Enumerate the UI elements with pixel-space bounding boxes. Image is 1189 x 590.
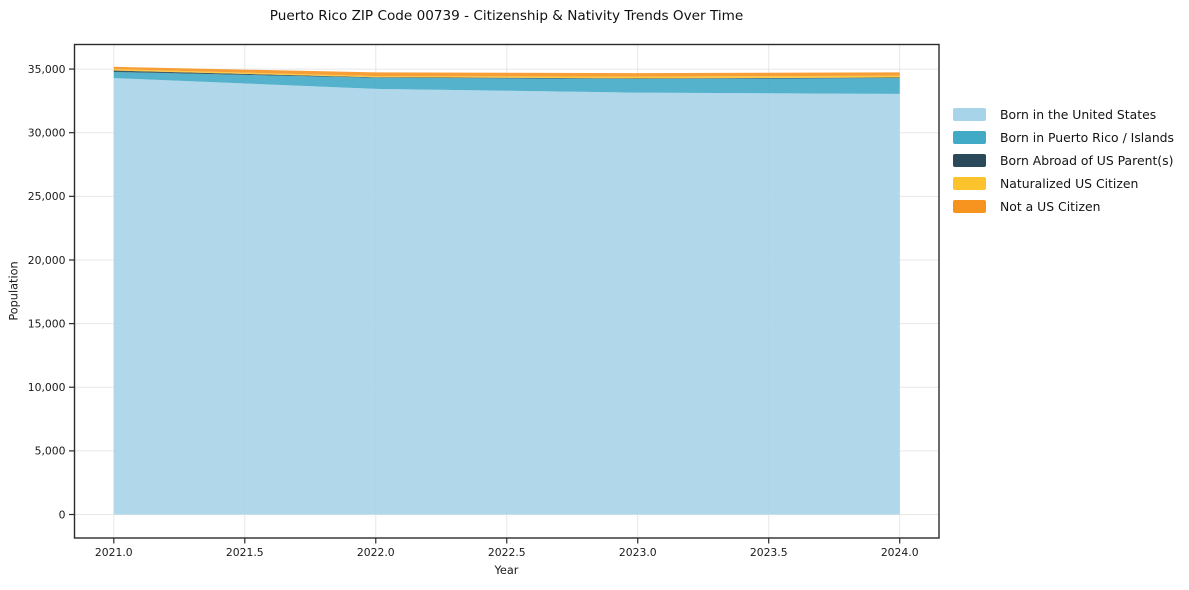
legend-item: Naturalized US Citizen — [953, 172, 1174, 195]
legend-swatch — [953, 154, 986, 167]
y-tick-label: 5,000 — [35, 445, 66, 458]
y-tick-label: 15,000 — [28, 317, 66, 330]
legend-label: Born in the United States — [1000, 107, 1157, 122]
area-band-3 — [113, 69, 900, 79]
x-tick-label: 2022.5 — [488, 546, 526, 559]
chart-title: Puerto Rico ZIP Code 00739 - Citizenship… — [269, 8, 744, 24]
legend-label: Not a US Citizen — [1000, 199, 1101, 214]
legend-item: Not a US Citizen — [953, 195, 1174, 218]
legend-swatch — [953, 200, 986, 213]
y-tick-label: 25,000 — [28, 190, 66, 203]
y-tick-label: 30,000 — [28, 126, 66, 139]
y-tick-label: 0 — [59, 508, 66, 521]
area-band-2 — [113, 70, 900, 79]
area-band-0 — [113, 78, 900, 515]
area-band-4 — [113, 66, 900, 77]
y-tick-label: 20,000 — [28, 254, 66, 267]
legend-swatch — [953, 131, 986, 144]
x-tick-label: 2021.5 — [226, 546, 264, 559]
legend: Born in the United States Born in Puerto… — [953, 103, 1174, 218]
y-tick-label: 35,000 — [28, 63, 66, 76]
legend-label: Born in Puerto Rico / Islands — [1000, 130, 1175, 145]
legend-swatch — [953, 108, 986, 121]
x-axis-label: Year — [494, 564, 519, 577]
x-tick-label: 2023.5 — [750, 546, 788, 559]
x-tick-label: 2022.0 — [357, 546, 395, 559]
legend-item: Born in the United States — [953, 103, 1174, 126]
y-tick-label: 10,000 — [28, 381, 66, 394]
legend-item: Born in Puerto Rico / Islands — [953, 126, 1174, 149]
legend-swatch — [953, 177, 986, 190]
x-tick-label: 2021.0 — [95, 546, 133, 559]
legend-label: Naturalized US Citizen — [1000, 176, 1139, 191]
area-band-1 — [113, 72, 900, 94]
legend-label: Born Abroad of US Parent(s) — [1000, 153, 1174, 168]
x-tick-label: 2023.0 — [619, 546, 657, 559]
x-tick-label: 2024.0 — [881, 546, 919, 559]
legend-item: Born Abroad of US Parent(s) — [953, 149, 1174, 172]
